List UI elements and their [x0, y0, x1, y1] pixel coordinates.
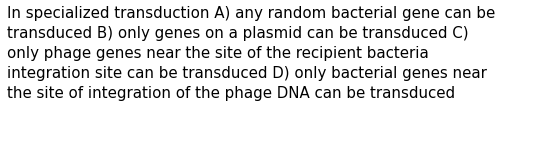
Text: In specialized transduction A) any random bacterial gene can be
transduced B) on: In specialized transduction A) any rando…	[7, 6, 495, 101]
